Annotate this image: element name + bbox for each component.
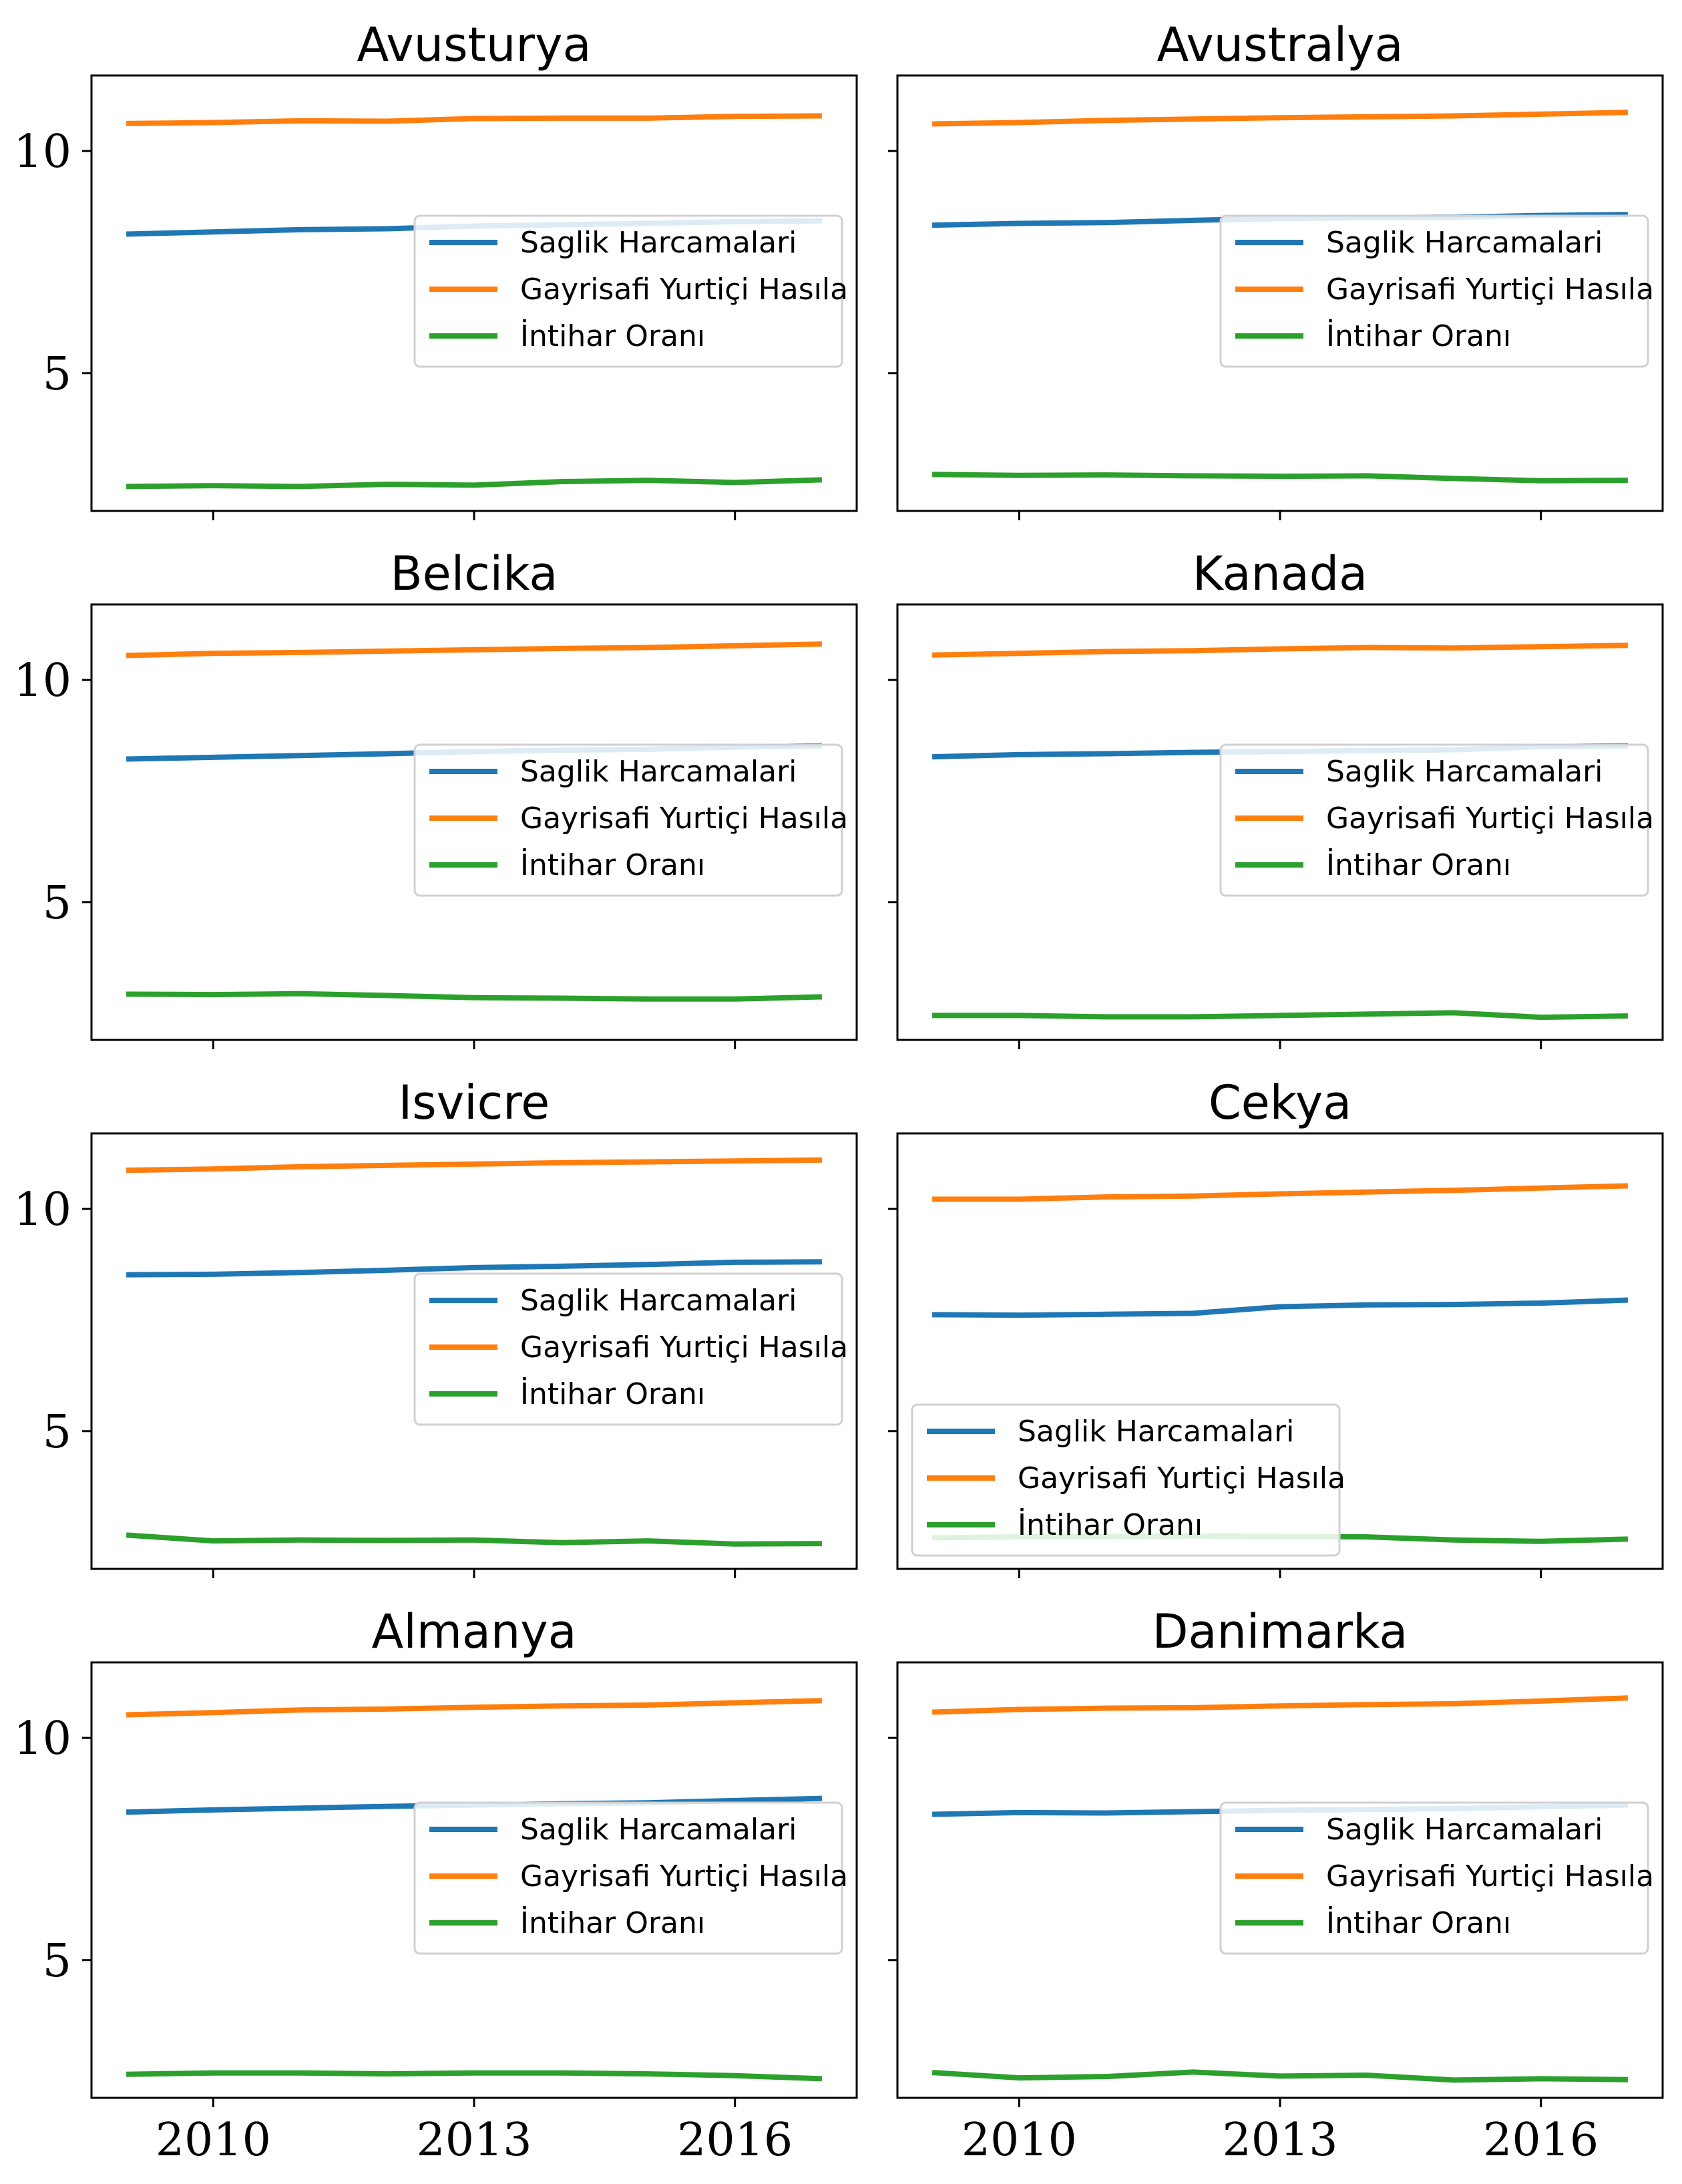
legend-box [1219,1801,1649,1955]
legend: Saglik Harcamalari Gayrisafi Yurtiçi Hası… [911,1403,1345,1557]
x-tick-label: 2013 [1222,2114,1337,2167]
panel-title: Belcika [391,546,558,601]
series-line-intihar-orani [126,477,823,490]
legend-label: Saglik Harcamalari [1018,1415,1294,1449]
series-line-intihar-orani [932,1010,1628,1021]
series-line-saglik-harcamalari [126,1259,822,1278]
legend-box [1219,214,1649,368]
legend-label: İntihar Oranı [1326,848,1511,882]
legend-label: İntihar Oranı [520,1905,705,1940]
legend-box [413,743,843,897]
y-tick-label: 10 [13,1184,71,1236]
panel-title: Cekya [1209,1075,1351,1130]
y-tick-label: 5 [43,1935,71,1988]
legend-label: Saglik Harcamalari [1326,226,1603,260]
legend-label: Gayrisafi Yurtiçi Hasıla [1326,272,1654,307]
legend-box [911,1403,1341,1557]
panel-avustralya: Avustralya Saglik Harcamalari Gayrisafi Yu… [888,17,1664,520]
legend-label: Saglik Harcamalari [520,1284,797,1318]
legend-label: Gayrisafi Yurtiçi Hasıla [520,801,848,836]
legend: Saglik Harcamalari Gayrisafi Yurtiçi Hası… [1219,1801,1654,1955]
legend-label: İntihar Oranı [1326,319,1511,353]
legend-label: İntihar Oranı [520,1377,705,1411]
panel-cekya: Cekya Saglik Harcamalari Gayrisafi Yurtiçi… [888,1075,1664,1578]
legend: Saglik Harcamalari Gayrisafi Yurtiçi Hası… [1219,743,1654,897]
series-line-gayrisafi-yurtici-hasila [126,641,822,659]
legend-label: Gayrisafi Yurtiçi Hasıla [520,1330,848,1364]
panel-title: Avusturya [357,17,592,72]
series-line-intihar-orani [932,472,1628,484]
legend-label: İntihar Oranı [1326,1905,1511,1940]
panel-avusturya: Avusturya 5 10 Saglik Harcamalari Gayrisafi … [13,17,858,520]
series-line-gayrisafi-yurtici-hasila [931,1695,1629,1715]
legend: Saglik Harcamalari Gayrisafi Yurtiçi Hası… [413,1801,848,1955]
x-tick-label: 2016 [677,2114,793,2167]
legend-label: Gayrisafi Yurtiçi Hasıla [520,1859,848,1893]
x-tick-label: 2016 [1483,2114,1599,2167]
legend-box [413,1272,843,1426]
y-tick-label: 5 [43,877,71,930]
panel-isvicre: Isvicre 5 10 Saglik Harcamalari Gayrisafi Yu… [13,1075,858,1578]
legend-label: İntihar Oranı [520,319,705,353]
legend-label: Saglik Harcamalari [520,226,797,260]
legend-label: Gayrisafi Yurtiçi Hasıla [520,272,848,307]
legend-label: Saglik Harcamalari [1326,755,1603,789]
legend-label: Saglik Harcamalari [520,1813,797,1847]
panel-title: Isvicre [399,1075,550,1130]
panel-danimarka: Danimarka 2010 2013 2016 Saglik Harcamalari G… [888,1604,1664,2167]
legend: Saglik Harcamalari Gayrisafi Yurtiçi Hası… [413,1272,848,1426]
y-tick-label: 10 [13,126,71,178]
legend-label: Saglik Harcamalari [520,755,797,789]
legend-label: Gayrisafi Yurtiçi Hasıla [1326,801,1654,836]
panel-title: Almanya [371,1604,576,1659]
series-line-gayrisafi-yurtici-hasila [932,1183,1629,1202]
series-line-gayrisafi-yurtici-hasila [126,1157,822,1173]
series-line-gayrisafi-yurtici-hasila [126,113,822,126]
panel-almanya: Almanya 2010 2013 2016 5 10 Saglik Harcamalari… [13,1604,858,2167]
series-line-intihar-orani [126,2070,823,2082]
legend-box [413,1801,843,1955]
series-line-intihar-orani [126,990,823,1002]
panel-title: Kanada [1193,546,1368,601]
y-tick-label: 10 [13,655,71,707]
legend-box [1219,743,1649,897]
series-line-saglik-harcamalari [932,1297,1629,1318]
legend: Saglik Harcamalari Gayrisafi Yurtiçi Hası… [413,214,848,368]
y-tick-label: 5 [43,1406,71,1459]
legend-label: İntihar Oranı [520,848,705,882]
legend-label: Saglik Harcamalari [1326,1813,1603,1847]
panel-title: Avustralya [1157,17,1404,72]
panel-belcika: Belcika 5 10 Saglik Harcamalari Gayrisafi Yu… [13,546,858,1049]
legend-box [413,214,843,368]
y-tick-label: 5 [43,348,71,401]
series-line-gayrisafi-yurtici-hasila [932,110,1628,127]
legend-label: Gayrisafi Yurtiçi Hasıla [1326,1859,1654,1893]
panel-title: Danimarka [1152,1604,1408,1659]
legend-label: İntihar Oranı [1018,1507,1203,1542]
x-tick-label: 2010 [156,2114,271,2167]
panel-kanada: Kanada Saglik Harcamalari Gayrisafi Yurtiç… [888,546,1664,1049]
legend: Saglik Harcamalari Gayrisafi Yurtiçi Hası… [413,743,848,897]
x-tick-label: 2013 [416,2114,532,2167]
legend: Saglik Harcamalari Gayrisafi Yurtiçi Hası… [1219,214,1654,368]
series-line-intihar-orani [126,1532,822,1547]
x-tick-label: 2010 [962,2114,1077,2167]
y-tick-label: 10 [13,1712,71,1765]
series-line-gayrisafi-yurtici-hasila [932,643,1628,658]
legend-label: Gayrisafi Yurtiçi Hasıla [1018,1461,1345,1495]
series-line-intihar-orani [931,2069,1628,2083]
series-line-gayrisafi-yurtici-hasila [126,1698,823,1718]
